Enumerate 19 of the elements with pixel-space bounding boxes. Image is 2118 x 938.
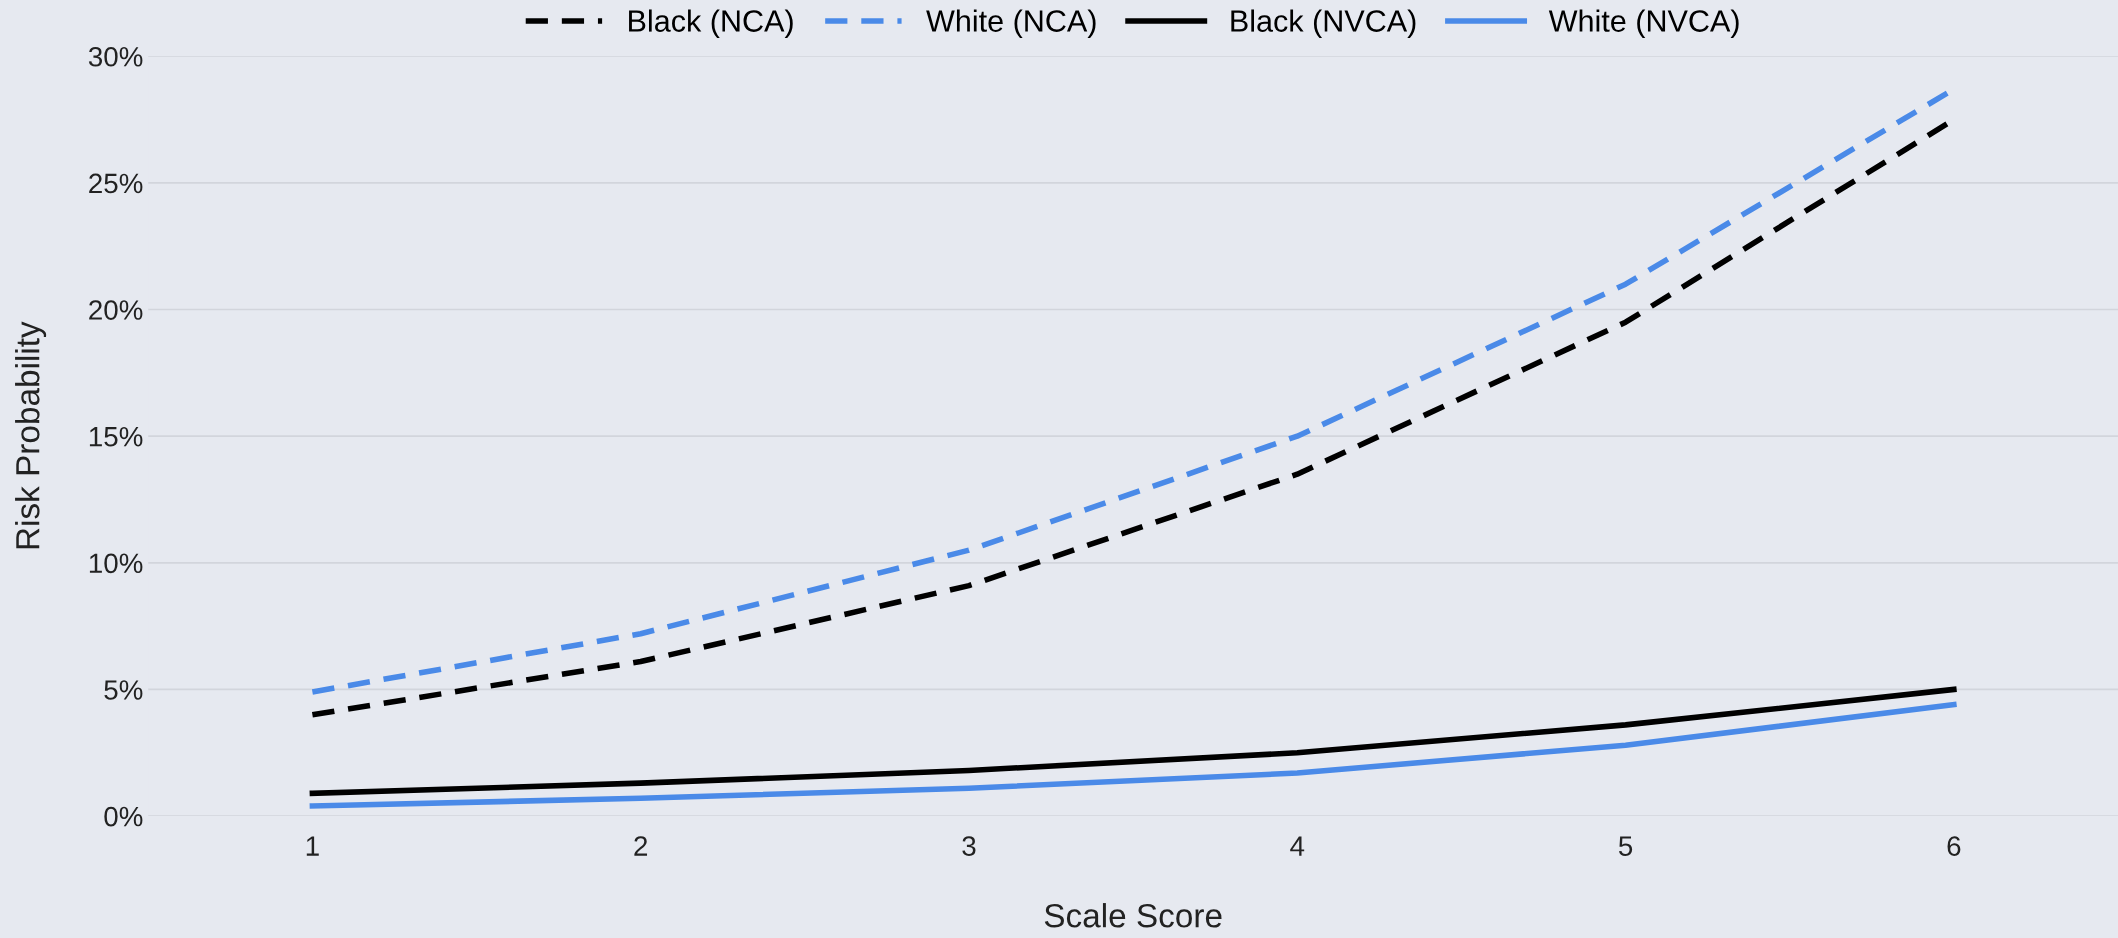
legend-label: Black (NCA) bbox=[629, 9, 793, 38]
x-tick-label: 2 bbox=[634, 836, 648, 856]
y-tick-label: 30% bbox=[88, 46, 143, 67]
y-tick-label: 15% bbox=[89, 426, 143, 447]
x-axis-title: Scale Score bbox=[1044, 903, 1222, 928]
y-tick-label: 5% bbox=[104, 680, 143, 700]
x-tick-label: 6 bbox=[1947, 836, 1961, 856]
legend-label: White (NVCA) bbox=[1548, 9, 1739, 38]
legend-label: White (NCA) bbox=[926, 9, 1096, 38]
y-tick-label: 20% bbox=[89, 300, 143, 320]
y-tick-label: 10% bbox=[89, 553, 143, 574]
x-tick-label: 3 bbox=[962, 836, 976, 856]
legend-label: Black (NVCA) bbox=[1231, 9, 1416, 38]
x-tick-label: 5 bbox=[1618, 836, 1633, 856]
x-tick-label: 4 bbox=[1290, 836, 1305, 856]
y-tick-label: 0% bbox=[104, 806, 143, 827]
y-tick-label: 25% bbox=[89, 173, 143, 194]
x-tick-label: 1 bbox=[306, 836, 319, 856]
y-axis-title: Risk Probability bbox=[15, 321, 47, 549]
